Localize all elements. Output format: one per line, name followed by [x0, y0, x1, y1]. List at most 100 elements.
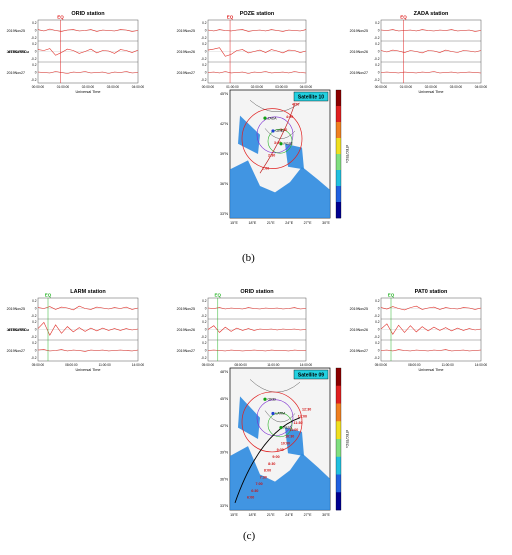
sea-area: [230, 160, 330, 218]
x-tick-label: 02:00:00: [82, 85, 95, 89]
y-tick-label: -0.2: [201, 57, 207, 61]
track-time-label: 4:30: [292, 102, 299, 106]
satellite-track: [259, 102, 296, 174]
map-y-tick: 39°N: [220, 152, 228, 156]
map-x-tick: 27°E: [304, 513, 312, 517]
x-tick-label: 03:00:00: [450, 85, 463, 89]
y-tick-label: 0.2: [32, 299, 37, 303]
station-label: LARM: [276, 412, 286, 416]
y-tick-label: -0.2: [31, 36, 37, 40]
x-tick-label: 11:00:00: [99, 363, 111, 367]
x-tick-label: 02:00:00: [251, 85, 264, 89]
series-label: 2019Nov27: [7, 349, 25, 353]
track-time-label: 7:00: [255, 482, 262, 486]
range-circle: [267, 412, 293, 438]
y-tick-label: 0: [205, 328, 207, 332]
y-tick-label: 0.2: [375, 320, 380, 324]
track-time-label: 9:30: [277, 448, 284, 452]
y-tick-label: 0.2: [375, 63, 380, 67]
map-x-tick: 15°E: [230, 513, 238, 517]
adriatic-sea: [238, 396, 260, 439]
series-line: [37, 349, 139, 352]
y-tick-label: 0: [205, 307, 207, 311]
series-line: [380, 349, 482, 352]
y-tick-label: -0.2: [201, 356, 207, 360]
colorbar-segment: [336, 421, 341, 440]
y-tick-label: 0: [378, 29, 380, 33]
y-tick-label: -0.2: [201, 78, 207, 82]
colorbar-frame: [335, 89, 342, 219]
map-y-tick: 36°N: [220, 182, 228, 186]
series-line: [380, 323, 482, 335]
series-line: [37, 321, 139, 336]
station-label: ORID: [268, 397, 277, 401]
y-tick-label: 0: [378, 349, 380, 353]
y-tick-label: -0.2: [201, 335, 207, 339]
y-tick-label: -0.2: [201, 36, 207, 40]
x-tick-label: 14:00:00: [300, 363, 313, 367]
track-time-label: 3:00: [274, 141, 281, 145]
x-tick-label: 11:00:00: [442, 363, 454, 367]
range-circle: [256, 116, 294, 154]
map-y-tick: 33°N: [220, 212, 228, 216]
y-tick-label: 0.2: [375, 299, 380, 303]
y-tick-label: 0: [35, 307, 37, 311]
x-tick-label: 03:00:00: [275, 85, 288, 89]
y-tick-label: -0.2: [374, 335, 380, 339]
y-tick-label: -0.2: [201, 314, 207, 318]
series-line: [37, 305, 139, 311]
satellite-badge-label: Satellite 09: [298, 373, 324, 379]
station-title: LARM station: [70, 289, 106, 295]
track-time-label: 4:00: [286, 115, 293, 119]
caption-b: (b): [242, 252, 255, 264]
x-tick-label: 01:00:00: [57, 85, 70, 89]
track-time-label: 12:00: [298, 414, 307, 418]
track-time-label: 11:00: [289, 428, 298, 432]
satellite-badge: [293, 369, 329, 380]
y-tick-label: 0.2: [32, 21, 37, 25]
series-label: 2019Nov27: [7, 71, 25, 75]
country-border: [249, 100, 301, 112]
y-tick-label: 0.2: [32, 63, 37, 67]
colorbar-label: dTEC/TECu: [345, 430, 349, 448]
y-tick-label: 0.2: [32, 42, 37, 46]
series-line: [380, 29, 482, 32]
series-label: 2019Nov27: [177, 71, 195, 75]
map-y-tick: 45°N: [220, 92, 228, 96]
series-line: [207, 307, 307, 310]
station-marker: [271, 129, 275, 133]
series-line: [380, 71, 482, 74]
colorbar-segment: [336, 154, 341, 171]
y-tick-label: 0.2: [375, 21, 380, 25]
colorbar-segment: [336, 138, 341, 155]
y-tick-label: 0: [205, 29, 207, 33]
series-line: [37, 71, 139, 74]
x-axis-label: Universal Time: [75, 90, 100, 94]
colorbar-label: dTEC/TECu: [345, 145, 349, 163]
x-tick-label: 04:00:00: [475, 85, 488, 89]
colorbar-segment: [336, 186, 341, 203]
station-title: ORID station: [71, 11, 105, 17]
y-tick-label: 0.2: [202, 63, 207, 67]
colorbar-segment: [336, 170, 341, 187]
y-tick-label: -0.2: [374, 57, 380, 61]
series-label: 2019Nov26: [350, 328, 368, 332]
x-tick-label: 03:00:00: [107, 85, 120, 89]
x-tick-label: 05:00:00: [375, 363, 388, 367]
x-tick-label: 04:00:00: [132, 85, 145, 89]
x-tick-label: 00:00:00: [375, 85, 388, 89]
track-time-label: 10:30: [285, 435, 294, 439]
x-tick-label: 00:00:00: [202, 85, 215, 89]
series-label: 2019Nov25: [7, 29, 25, 33]
map-y-tick: 48°N: [220, 370, 228, 374]
y-tick-label: -0.2: [374, 36, 380, 40]
series-label: 2019Nov26: [7, 328, 25, 332]
track-time-label: 2:00: [262, 166, 269, 170]
station-marker: [271, 411, 275, 416]
colorbar-segment: [336, 106, 341, 123]
map-y-tick: 39°N: [220, 451, 228, 455]
map-x-tick: 18°E: [248, 221, 256, 225]
station-title: POZE station: [240, 11, 275, 17]
